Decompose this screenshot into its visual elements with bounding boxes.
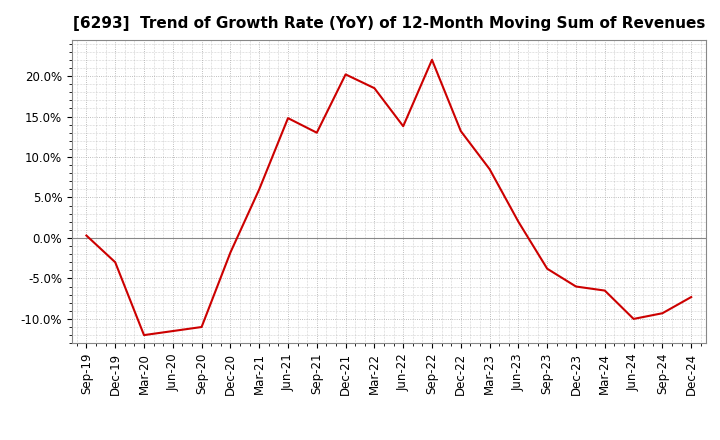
Title: [6293]  Trend of Growth Rate (YoY) of 12-Month Moving Sum of Revenues: [6293] Trend of Growth Rate (YoY) of 12-… bbox=[73, 16, 705, 32]
